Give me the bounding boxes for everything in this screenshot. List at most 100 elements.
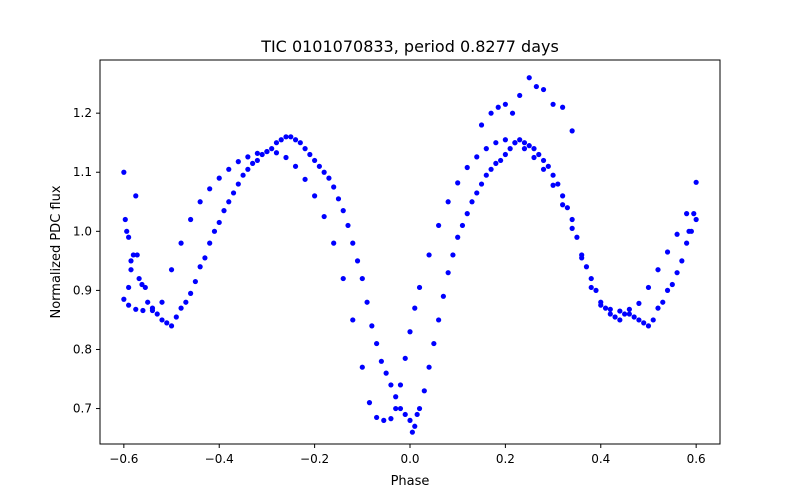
data-point [393, 394, 399, 400]
data-point [397, 382, 404, 388]
data-point [495, 104, 501, 110]
data-point [302, 176, 308, 182]
data-point [436, 222, 442, 229]
data-point [168, 267, 175, 273]
data-point [235, 181, 241, 187]
data-point [250, 160, 256, 166]
data-point [540, 166, 547, 172]
data-point [569, 225, 575, 231]
x-tick-label: −0.6 [109, 452, 138, 466]
data-point [660, 299, 666, 305]
data-point [126, 234, 132, 240]
data-point [517, 92, 523, 99]
data-points [121, 75, 699, 435]
data-point [124, 228, 130, 234]
data-point [178, 305, 184, 311]
data-point [188, 216, 194, 223]
data-point [397, 405, 404, 412]
data-point [173, 314, 179, 320]
data-point [431, 340, 437, 347]
data-point [345, 222, 351, 229]
y-axis-label: Normalized PDC flux [49, 185, 64, 318]
data-point [202, 255, 208, 261]
data-point [130, 252, 136, 258]
data-point [617, 317, 623, 323]
data-point [254, 157, 260, 164]
data-point [684, 240, 690, 246]
data-point [412, 423, 418, 429]
data-point [145, 299, 151, 305]
data-point [498, 157, 504, 164]
data-point [540, 86, 547, 93]
x-axis-label: Phase [391, 474, 430, 489]
data-point [335, 196, 342, 202]
data-point [645, 323, 652, 329]
data-point [455, 180, 461, 186]
data-point [507, 146, 513, 152]
data-point [693, 179, 699, 185]
data-point [550, 182, 556, 188]
x-tick-label: 0.4 [591, 452, 610, 466]
data-point [445, 270, 451, 276]
data-point [133, 193, 139, 199]
data-point [550, 101, 556, 107]
data-point [164, 320, 170, 326]
data-point [142, 284, 148, 291]
data-point [230, 190, 237, 196]
data-point [192, 278, 198, 285]
data-point [517, 137, 523, 143]
data-point [536, 151, 542, 158]
data-point [669, 281, 675, 288]
data-point [350, 317, 356, 323]
data-point [331, 240, 337, 246]
data-point [540, 157, 547, 164]
data-point [645, 284, 652, 291]
data-point [636, 300, 642, 306]
data-point [364, 299, 370, 305]
data-point [312, 157, 318, 164]
data-point [533, 83, 539, 90]
data-point [474, 190, 480, 196]
data-point [350, 240, 356, 246]
data-point [455, 234, 461, 240]
data-point [693, 216, 699, 223]
data-point [691, 211, 697, 217]
data-point [569, 216, 575, 223]
y-tick-label: 0.7 [73, 402, 92, 416]
data-point [483, 172, 489, 178]
data-point [569, 128, 575, 134]
data-point [188, 290, 194, 296]
data-point [416, 405, 423, 412]
data-point [414, 411, 420, 418]
data-point [474, 154, 480, 160]
data-point [478, 122, 485, 128]
data-point [159, 317, 165, 323]
data-point [121, 169, 127, 175]
data-point [450, 252, 456, 258]
data-point [560, 104, 566, 110]
data-point [359, 364, 365, 370]
data-point [128, 267, 134, 273]
data-point [488, 110, 494, 116]
y-tick-label: 1.2 [73, 106, 92, 120]
data-point [354, 258, 361, 264]
data-point [254, 150, 260, 156]
data-point [607, 311, 613, 317]
data-point [650, 317, 656, 323]
data-point [283, 134, 289, 140]
data-point [197, 199, 203, 205]
y-axis: 0.7 0.8 0.9 1.0 1.1 1.2 [73, 106, 100, 416]
x-tick-label: 0.0 [400, 452, 419, 466]
data-point [122, 216, 128, 223]
data-point [583, 264, 590, 270]
x-tick-label: 0.6 [687, 452, 706, 466]
data-point [664, 287, 671, 293]
data-point [126, 302, 132, 308]
data-point [674, 270, 680, 276]
data-point [550, 172, 556, 178]
data-point [388, 416, 394, 422]
data-point [136, 275, 142, 282]
data-point [283, 154, 289, 161]
data-point [622, 311, 628, 317]
